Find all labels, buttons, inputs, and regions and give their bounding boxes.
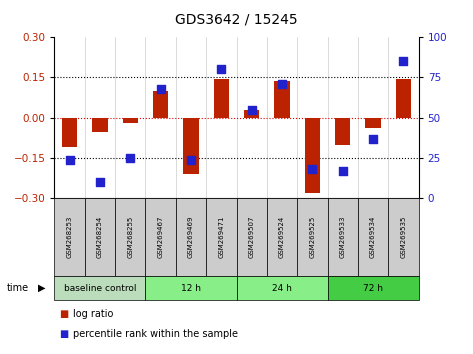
Text: GSM269534: GSM269534: [370, 216, 376, 258]
Bar: [335, 118, 350, 144]
Text: GSM269469: GSM269469: [188, 216, 194, 258]
Bar: [62, 118, 77, 147]
Text: log ratio: log ratio: [73, 309, 114, 319]
Bar: [92, 118, 107, 132]
Point: [339, 168, 347, 174]
Point: [278, 81, 286, 87]
Point: [400, 58, 407, 64]
Text: 72 h: 72 h: [363, 284, 383, 293]
Text: 12 h: 12 h: [181, 284, 201, 293]
Text: GSM268255: GSM268255: [127, 216, 133, 258]
Point: [248, 107, 255, 113]
Text: GDS3642 / 15245: GDS3642 / 15245: [175, 12, 298, 27]
Text: GSM268254: GSM268254: [97, 216, 103, 258]
Text: GSM269467: GSM269467: [158, 216, 164, 258]
Text: percentile rank within the sample: percentile rank within the sample: [73, 329, 238, 339]
Bar: [153, 91, 168, 118]
Point: [96, 179, 104, 185]
Bar: [396, 79, 411, 118]
Text: GSM269471: GSM269471: [219, 216, 224, 258]
Text: ■: ■: [59, 309, 69, 319]
Text: GSM269524: GSM269524: [279, 216, 285, 258]
Text: ■: ■: [59, 329, 69, 339]
Bar: [274, 81, 289, 118]
Point: [369, 136, 377, 142]
Text: GSM269525: GSM269525: [309, 216, 315, 258]
Point: [218, 67, 225, 72]
Point: [126, 155, 134, 161]
Point: [187, 157, 195, 162]
Bar: [305, 118, 320, 193]
Bar: [366, 118, 381, 129]
Text: ▶: ▶: [38, 283, 45, 293]
Text: GSM269507: GSM269507: [249, 216, 254, 258]
Text: time: time: [7, 283, 29, 293]
Text: GSM269533: GSM269533: [340, 216, 346, 258]
Text: baseline control: baseline control: [64, 284, 136, 293]
Bar: [214, 79, 229, 118]
Bar: [123, 118, 138, 123]
Text: GSM269535: GSM269535: [401, 216, 406, 258]
Point: [157, 86, 165, 92]
Bar: [184, 118, 199, 174]
Bar: [244, 110, 259, 118]
Text: 24 h: 24 h: [272, 284, 292, 293]
Point: [66, 157, 73, 162]
Point: [308, 166, 316, 172]
Text: GSM268253: GSM268253: [67, 216, 72, 258]
